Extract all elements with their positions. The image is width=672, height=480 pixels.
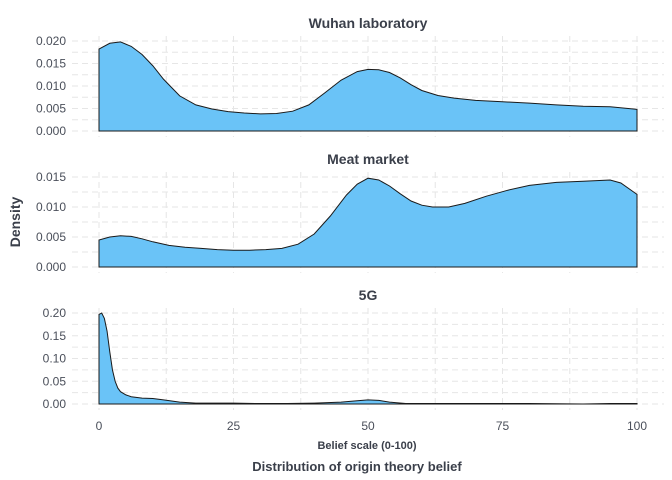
- y-tick-label: 0.00: [43, 397, 67, 411]
- chart-caption: Distribution of origin theory belief: [252, 459, 462, 474]
- x-tick-label: 75: [496, 419, 510, 433]
- y-tick-label: 0.10: [43, 352, 67, 366]
- x-tick-label: 100: [627, 419, 647, 433]
- y-tick-label: 0.005: [36, 102, 66, 116]
- x-tick-label: 25: [227, 419, 241, 433]
- y-tick-label: 0.000: [36, 124, 66, 138]
- x-tick-label: 50: [361, 419, 375, 433]
- density-area-series: [98, 41, 638, 132]
- x-axis-label: Belief scale (0-100): [317, 440, 416, 452]
- panel-1: 0.000 0.005 0.010 0.015 0.020 Wuhan laborator…: [36, 15, 664, 138]
- y-tick-label: 0.000: [36, 260, 66, 274]
- y-tick-label: 0.20: [43, 306, 67, 320]
- panel-title: Wuhan laboratory: [309, 15, 428, 31]
- y-tick-label: 0.015: [36, 57, 66, 71]
- panel-2: 0.000 0.005 0.010 0.015 Meat market: [36, 151, 664, 274]
- y-tick-label: 0.15: [43, 329, 67, 343]
- panel-title: Meat market: [327, 151, 409, 167]
- y-tick-label: 0.005: [36, 230, 66, 244]
- density-area-series: [98, 177, 638, 268]
- panel-title: 5G: [359, 287, 378, 303]
- x-tick-label: 0: [96, 419, 103, 433]
- y-tick-label: 0.015: [36, 170, 66, 184]
- y-tick-label: 0.05: [43, 374, 67, 388]
- y-axis-label: Density: [7, 197, 23, 248]
- y-tick-label: 0.020: [36, 34, 66, 48]
- density-area-series: [98, 312, 638, 405]
- panel-3: 0.00 0.05 0.10 0.15 0.20 5G: [43, 287, 664, 411]
- y-tick-label: 0.010: [36, 200, 66, 214]
- y-tick-label: 0.010: [36, 79, 66, 93]
